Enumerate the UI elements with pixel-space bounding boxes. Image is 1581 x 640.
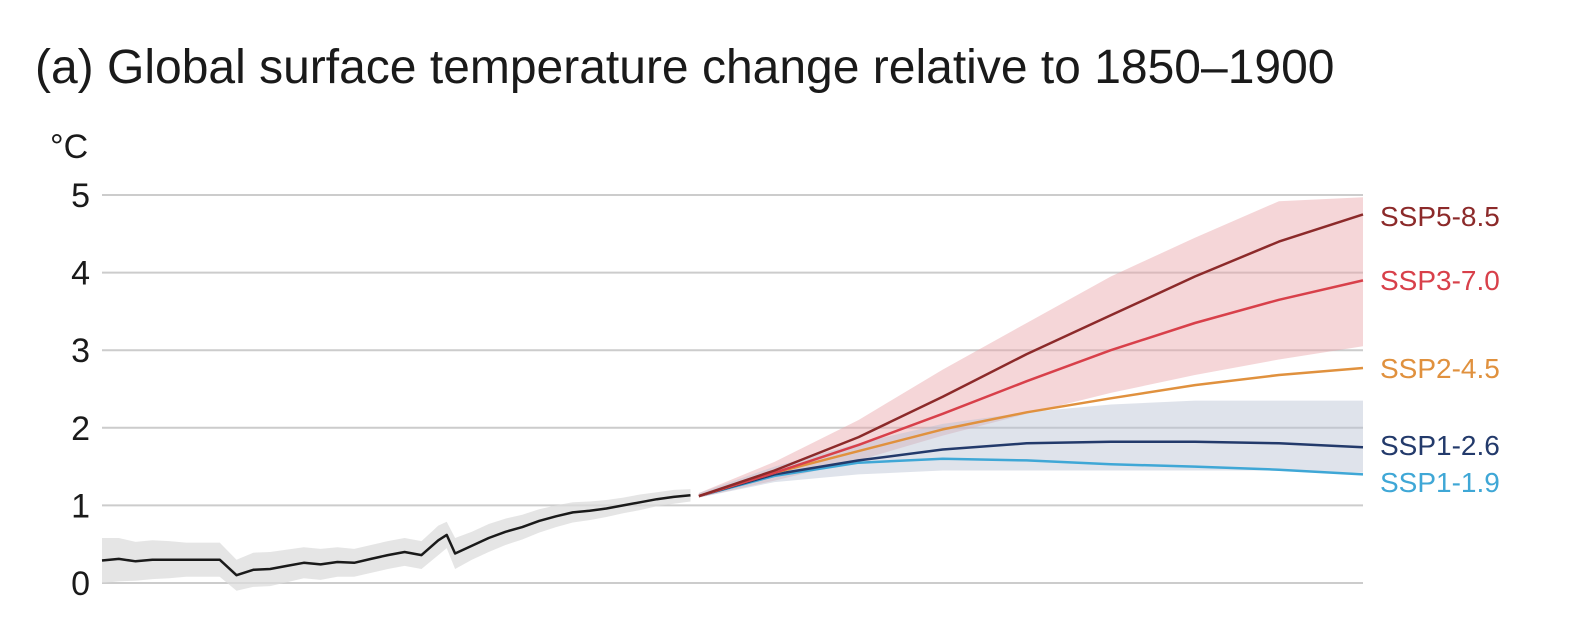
series-lines (101, 213, 1364, 577)
y-axis: °C 0 1 2 3 4 5 (50, 128, 90, 603)
ssp370-label: SSP3-7.0 (1380, 265, 1500, 296)
gridlines (102, 194, 1363, 584)
y-tick-label-0: 0 (71, 565, 90, 603)
y-tick-label-1: 1 (71, 487, 90, 525)
band-low-uncertainty-band (698, 400, 1363, 498)
ssp126-line (698, 440, 1364, 498)
historical-line (101, 494, 691, 577)
y-tick-label-3: 3 (71, 332, 90, 370)
historical-uncertainty-band (102, 489, 691, 591)
y-axis-unit-label: °C (50, 128, 88, 166)
series-labels: SSP5-8.5 SSP3-7.0 SSP2-4.5 SSP1-2.6 SSP1-1.9 (1380, 201, 1500, 498)
ssp245-line (698, 366, 1364, 498)
chart-title: (a) Global surface temperature change re… (35, 41, 1335, 94)
y-tick-label-2: 2 (71, 410, 90, 448)
ssp126-label: SSP1-2.6 (1380, 430, 1500, 461)
ssp585-line (698, 213, 1364, 498)
ssp585-label: SSP5-8.5 (1380, 201, 1500, 232)
ssp119-line (698, 457, 1364, 498)
band-high-uncertainty-band (698, 197, 1363, 498)
ssp245-label: SSP2-4.5 (1380, 353, 1500, 384)
uncertainty-bands (102, 197, 1363, 591)
ssp370-line (698, 279, 1364, 498)
y-tick-label-5: 5 (71, 177, 90, 215)
ssp119-label: SSP1-1.9 (1380, 467, 1500, 498)
y-tick-label-4: 4 (71, 255, 90, 293)
